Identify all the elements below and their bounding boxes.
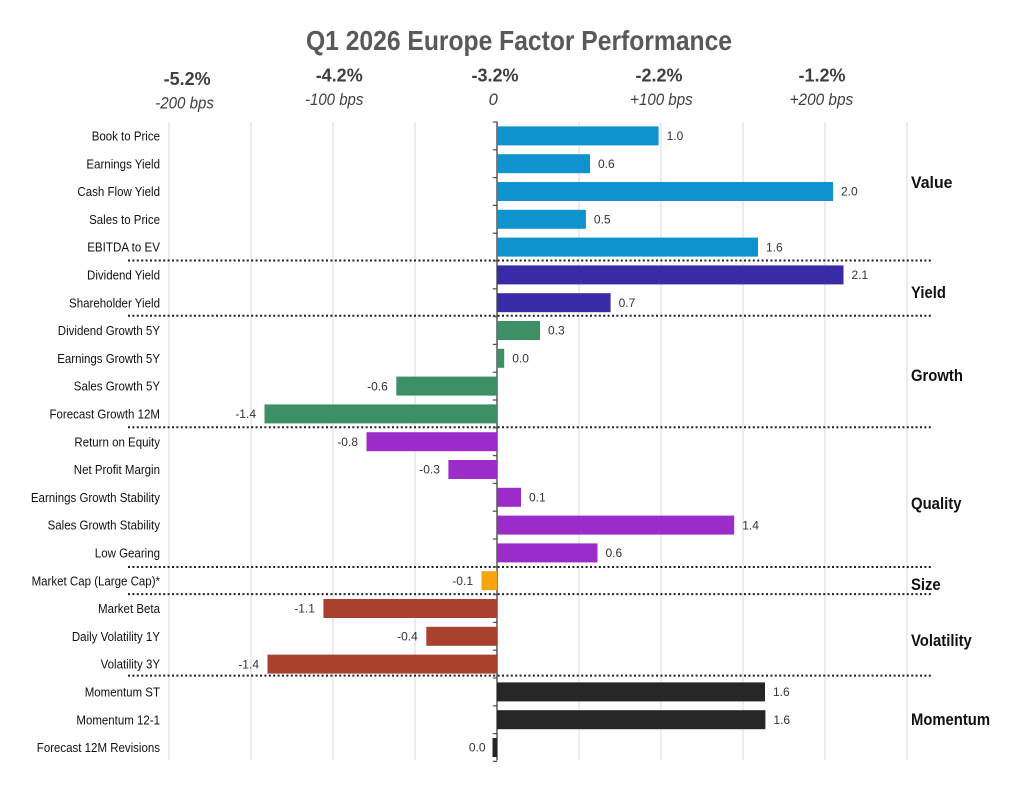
svg-text:0.7: 0.7 xyxy=(619,296,636,310)
svg-text:0: 0 xyxy=(489,91,499,109)
svg-text:Earnings Yield: Earnings Yield xyxy=(86,156,160,171)
svg-text:-5.2%: -5.2% xyxy=(164,68,211,89)
svg-text:-1.1: -1.1 xyxy=(294,602,315,616)
svg-text:0.0: 0.0 xyxy=(469,741,486,755)
svg-text:-1.2%: -1.2% xyxy=(799,65,846,86)
svg-text:Shareholder Yield: Shareholder Yield xyxy=(69,295,160,310)
svg-text:0.3: 0.3 xyxy=(548,324,565,338)
svg-text:Sales Growth 5Y: Sales Growth 5Y xyxy=(74,379,160,394)
svg-text:Forecast 12M Revisions: Forecast 12M Revisions xyxy=(37,740,161,755)
svg-text:1.6: 1.6 xyxy=(773,685,790,699)
svg-text:-4.2%: -4.2% xyxy=(316,65,363,86)
svg-text:Momentum 12-1: Momentum 12-1 xyxy=(76,712,160,727)
svg-text:-2.2%: -2.2% xyxy=(636,65,683,86)
svg-text:Cash Flow Yield: Cash Flow Yield xyxy=(77,184,160,199)
svg-text:Net Profit Margin: Net Profit Margin xyxy=(74,462,160,477)
svg-text:Momentum: Momentum xyxy=(911,711,990,729)
svg-text:Return on Equity: Return on Equity xyxy=(74,434,160,449)
svg-text:Earnings Growth 5Y: Earnings Growth 5Y xyxy=(57,351,160,366)
svg-text:+100 bps: +100 bps xyxy=(630,91,693,109)
svg-text:EBITDA to EV: EBITDA to EV xyxy=(87,240,160,255)
svg-text:-0.6: -0.6 xyxy=(367,379,388,393)
svg-text:Yield: Yield xyxy=(911,284,946,302)
svg-text:Daily Volatility 1Y: Daily Volatility 1Y xyxy=(72,629,160,644)
svg-text:0.0: 0.0 xyxy=(512,352,529,366)
svg-text:Sales Growth Stability: Sales Growth Stability xyxy=(48,518,161,533)
svg-text:-200 bps: -200 bps xyxy=(155,95,214,113)
svg-text:Momentum ST: Momentum ST xyxy=(85,685,160,700)
svg-text:2.0: 2.0 xyxy=(841,185,858,199)
svg-text:+200 bps: +200 bps xyxy=(790,91,854,109)
svg-text:0.5: 0.5 xyxy=(594,213,611,227)
svg-text:-1.4: -1.4 xyxy=(238,657,259,671)
svg-text:-100 bps: -100 bps xyxy=(305,91,363,109)
svg-text:Q1 2026 Europe Factor Performa: Q1 2026 Europe Factor Performance xyxy=(306,25,732,56)
svg-text:0.6: 0.6 xyxy=(606,546,623,560)
svg-text:-0.1: -0.1 xyxy=(452,574,473,588)
svg-text:Growth: Growth xyxy=(911,367,963,385)
svg-text:Earnings Growth Stability: Earnings Growth Stability xyxy=(31,490,161,505)
svg-text:1.6: 1.6 xyxy=(766,240,783,254)
svg-text:0.1: 0.1 xyxy=(529,491,546,505)
svg-text:Market Beta: Market Beta xyxy=(98,601,161,616)
svg-text:Value: Value xyxy=(911,174,953,192)
svg-text:Dividend Growth 5Y: Dividend Growth 5Y xyxy=(58,323,160,338)
svg-text:Volatility: Volatility xyxy=(911,632,973,650)
svg-text:1.4: 1.4 xyxy=(742,518,759,532)
svg-text:Dividend Yield: Dividend Yield xyxy=(87,268,160,283)
svg-text:Low Gearing: Low Gearing xyxy=(95,546,160,561)
svg-text:-0.3: -0.3 xyxy=(419,463,440,477)
svg-text:2.1: 2.1 xyxy=(852,268,869,282)
svg-text:Size: Size xyxy=(911,576,941,594)
svg-text:-0.4: -0.4 xyxy=(397,630,418,644)
svg-text:1.6: 1.6 xyxy=(773,713,790,727)
svg-text:Volatility 3Y: Volatility 3Y xyxy=(101,657,161,672)
svg-text:-3.2%: -3.2% xyxy=(472,65,519,86)
svg-text:-1.4: -1.4 xyxy=(235,407,256,421)
svg-text:Book to Price: Book to Price xyxy=(92,129,160,144)
svg-text:Quality: Quality xyxy=(911,495,962,513)
svg-text:Market Cap (Large Cap)*: Market Cap (Large Cap)* xyxy=(32,573,160,588)
svg-text:-0.8: -0.8 xyxy=(337,435,358,449)
svg-text:1.0: 1.0 xyxy=(667,129,684,143)
svg-text:0.6: 0.6 xyxy=(598,157,615,171)
svg-text:Forecast Growth 12M: Forecast Growth 12M xyxy=(50,407,161,422)
svg-text:Sales to Price: Sales to Price xyxy=(89,212,160,227)
